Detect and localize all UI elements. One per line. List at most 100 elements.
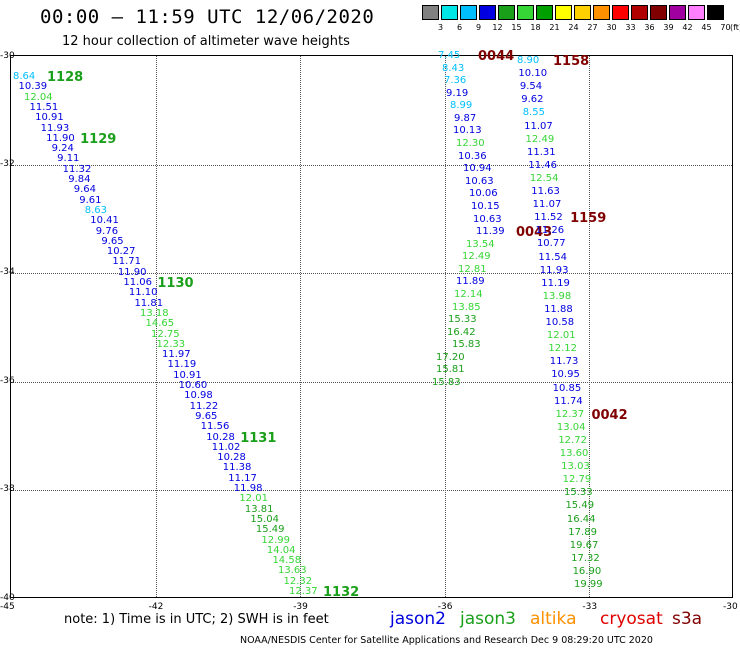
wave-height-value: 15.83 (452, 339, 481, 351)
wave-height-value: 10.63 (473, 213, 502, 225)
wave-height-value: 10.91 (173, 369, 202, 381)
grid-line-lon (155, 56, 157, 597)
wave-height-value: 16.90 (572, 565, 602, 577)
wave-height-value: 17.89 (568, 526, 597, 538)
wave-height-value: 10.91 (35, 112, 64, 124)
wave-height-value: 11.90 (46, 132, 75, 144)
wave-height-value: 12.32 (283, 575, 313, 587)
grid-line-lon (444, 56, 446, 597)
wave-height-value: 12.75 (151, 328, 180, 340)
color-scale-unit: (ft) (730, 23, 740, 32)
wave-height-value: 11.06 (123, 277, 153, 288)
color-swatch (707, 5, 724, 20)
wave-height-value: 10.15 (471, 200, 500, 212)
wave-height-value: 13.54 (466, 238, 495, 250)
wave-height-value: 11.22 (189, 400, 219, 412)
wave-height-value: 13.63 (277, 565, 307, 577)
wave-height-value: 12.14 (454, 288, 483, 300)
color-scale-label: 39 (663, 23, 674, 32)
wave-height-value: 13.85 (452, 301, 481, 313)
wave-height-value: 11.39 (476, 226, 505, 238)
color-swatch (536, 5, 553, 20)
wave-height-value: 11.74 (554, 395, 583, 407)
wave-height-value: 17.20 (436, 351, 465, 363)
wave-height-value: 8.90 (517, 55, 540, 66)
color-swatch (631, 5, 648, 20)
time-label: 0044 (478, 49, 515, 64)
wave-height-value: 10.63 (465, 175, 494, 187)
wave-height-value: 10.10 (518, 68, 548, 80)
wave-height-value: 11.93 (40, 122, 70, 134)
wave-height-value: 8.43 (442, 62, 465, 74)
wave-height-value: 19.99 (574, 579, 603, 590)
wave-height-value: 15.83 (432, 377, 461, 388)
wave-height-value: 10.06 (469, 188, 498, 200)
wave-height-value: 8.63 (84, 204, 108, 216)
color-swatch (498, 5, 515, 20)
wave-height-value: 10.60 (178, 380, 208, 391)
wave-height-value: 11.63 (531, 186, 560, 197)
grid-line-lat (11, 490, 732, 492)
wave-height-value: 11.52 (534, 212, 563, 224)
wave-height-value: 9.64 (73, 184, 96, 196)
wave-height-value: 11.88 (544, 303, 573, 315)
wave-height-value: 8.64 (13, 71, 36, 82)
lon-tick-label: -42 (148, 602, 164, 612)
wave-height-value: 9.19 (446, 87, 469, 99)
lat-tick-label: -34 (0, 267, 15, 278)
lat-tick-label: -36 (0, 375, 15, 386)
time-label: 0043 (516, 225, 553, 241)
grid-line-lat (11, 164, 732, 166)
wave-height-value: 12.01 (239, 493, 268, 505)
color-scale-label: 9 (475, 23, 482, 32)
lon-tick-label: -45 (0, 602, 15, 612)
wave-height-value: 12.37 (289, 586, 318, 597)
wave-height-value: 11.19 (167, 359, 197, 371)
wave-height-value: 10.28 (217, 452, 246, 464)
wave-height-value: 9.11 (57, 153, 80, 165)
time-label: 1159 (570, 211, 607, 227)
color-swatch (593, 5, 610, 20)
color-swatch (422, 5, 439, 20)
wave-height-value: 11.02 (211, 441, 241, 453)
color-scale-label: 24 (568, 23, 579, 32)
legend-entry: altika (530, 609, 577, 629)
wave-height-value: 13.04 (556, 421, 586, 433)
wave-height-value: 13.81 (244, 503, 274, 515)
wave-height-value: 13.03 (561, 461, 590, 473)
wave-height-value: 12.01 (546, 330, 576, 342)
wave-height-value: 14.65 (145, 318, 175, 330)
wave-height-value: 11.93 (539, 264, 569, 276)
lon-tick-label: -33 (582, 602, 598, 612)
grid-line-lat (11, 273, 732, 275)
wave-height-value: 12.54 (529, 172, 559, 184)
wave-height-value: 14.58 (272, 555, 302, 567)
wave-height-value: 11.90 (117, 266, 147, 278)
wave-height-value: 9.24 (51, 143, 74, 155)
color-scale-label: 12 (492, 23, 503, 32)
color-scale-label: 45 (701, 23, 712, 32)
map-subtitle: 12 hour collection of altimeter wave hei… (62, 34, 350, 49)
wave-height-value: 10.85 (552, 382, 582, 394)
wave-height-value: 10.58 (545, 317, 575, 328)
wave-height-value: 12.33 (156, 338, 186, 350)
time-label: 1158 (553, 54, 590, 69)
legend-entry: cryosat (600, 609, 663, 629)
wave-height-value: 8.55 (522, 107, 545, 119)
wave-height-value: 15.33 (448, 314, 477, 326)
color-swatch (555, 5, 572, 20)
wave-height-value: 19.67 (569, 539, 599, 551)
legend-entry: s3a (672, 609, 703, 629)
grid-line-lon (589, 56, 591, 597)
credit-footer: NOAA/NESDIS Center for Satellite Applica… (240, 635, 653, 646)
lat-tick-label: -40 (0, 593, 15, 603)
map-title: 00:00 – 11:59 UTC 12/06/2020 (40, 6, 375, 28)
wave-height-value: 9.87 (454, 112, 477, 124)
wave-height-value: 10.77 (536, 238, 566, 250)
time-label: 1129 (80, 131, 117, 147)
wave-height-value: 11.07 (524, 120, 553, 132)
lat-tick-label: -32 (0, 158, 15, 169)
color-scale-label: 30 (606, 23, 617, 32)
wave-height-value: 10.94 (463, 163, 492, 175)
